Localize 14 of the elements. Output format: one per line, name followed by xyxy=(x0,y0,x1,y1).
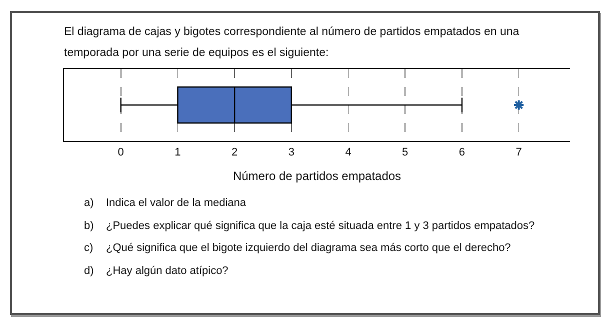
x-tick-label: 2 xyxy=(231,146,238,158)
text: c) ¿Qué significa que el bigote izquierdo del diagrama sea más corto que el derecho? xyxy=(84,241,511,256)
x-axis-title: Número de partidos empatados xyxy=(232,169,402,184)
x-tick-label: 5 xyxy=(402,146,408,158)
x-tick-label: 3 xyxy=(288,146,294,158)
text: a) Indica el valor de la mediana xyxy=(84,196,246,211)
text: d) ¿Hay algún dato atípico? xyxy=(84,264,228,278)
x-tick-label: 6 xyxy=(458,146,466,158)
chart-title: El diagrama de cajas y bigotes correspondiente al número de partidos empatados en una temporada por una serie de equipos es el siguiente: xyxy=(64,25,520,61)
text: b) ¿Puedes explicar qué significa que la caja esté situada entre 1 y 3 partidos empatados? xyxy=(84,218,535,234)
x-tick-label: 0 xyxy=(118,146,124,158)
x-tick-label: 1 xyxy=(174,146,181,158)
x-tick-label: 4 xyxy=(345,146,352,158)
x-tick-label: 7 xyxy=(516,146,522,158)
